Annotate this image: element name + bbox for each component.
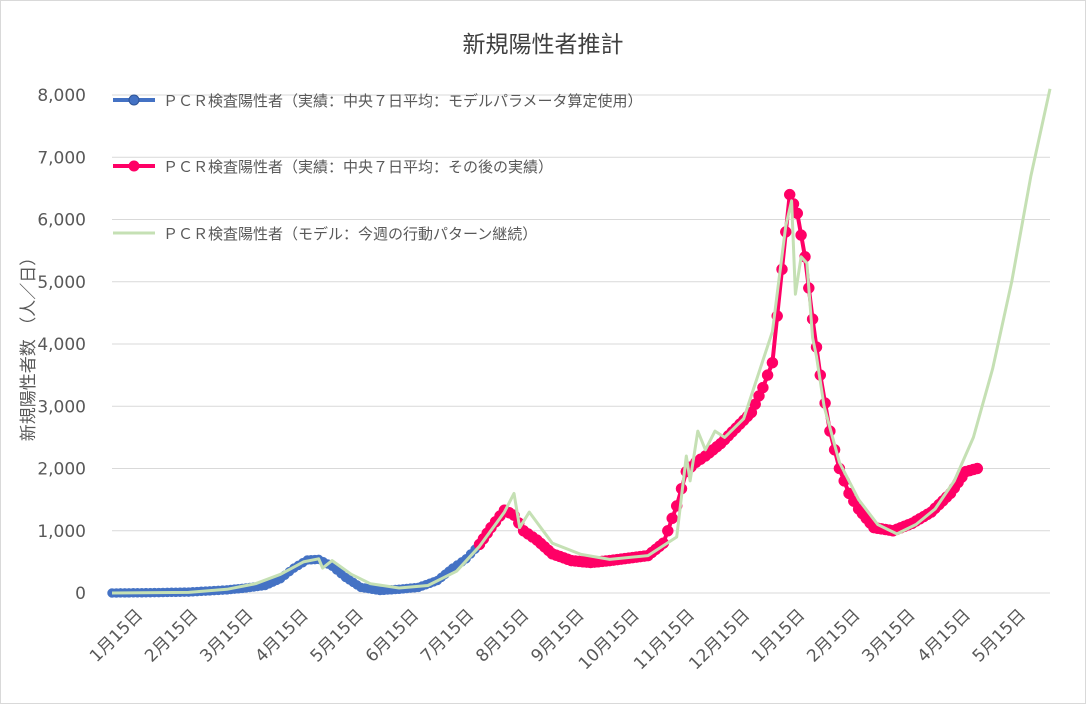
y-tick-label: 2,000 [37,460,86,480]
legend: ＰＣＲ検査陽性者（実績：中央７日平均：モデルパラメータ算定使用） ＰＣＲ検査陽性者… [113,92,643,243]
x-tick-label: 1月15日 [86,605,147,666]
chart-title: 新規陽性者推計 [463,32,624,58]
legend-entry: ＰＣＲ検査陽性者（実績：中央７日平均：その後の実績） [113,158,553,176]
data-point [766,356,779,369]
data-point [971,462,984,475]
legend-entry: ＰＣＲ検査陽性者（実績：中央７日平均：モデルパラメータ算定使用） [113,92,643,110]
x-tick-label: 4月15日 [914,605,975,666]
data-point [666,512,678,525]
y-tick-label: 3,000 [37,397,86,417]
y-tick-label: 1,000 [37,522,86,542]
gridlines [112,94,1050,594]
x-tick-label: 2月15日 [803,605,864,666]
y-tick-label: 8,000 [37,86,86,106]
x-tick-label: 5月15日 [307,605,368,666]
y-tick-label: 7,000 [37,148,86,168]
data-point [757,381,769,394]
legend-entry: ＰＣＲ検査陽性者（モデル：今週の行動パターン継続） [113,225,537,243]
data-point [662,525,674,537]
y-tick-label: 0 [75,584,86,604]
x-tick-label: 1月15日 [748,605,809,666]
y-tick-labels: 0 1,000 2,000 3,000 4,000 5,000 6,000 7,000 8,00… [37,86,86,604]
series-line [111,88,1052,595]
series-blue [107,539,485,598]
y-axis-label: 新規陽性者数 （人／日） [19,249,39,441]
x-tick-label: 4月15日 [252,605,313,666]
series-layer [107,88,1052,598]
x-tick-label: 2月15日 [141,605,202,666]
legend-label: ＰＣＲ検査陽性者（実績：中央７日平均：その後の実績） [163,158,553,176]
x-tick-label: 7月15日 [417,605,478,666]
legend-label: ＰＣＲ検査陽性者（モデル：今週の行動パターン継続） [163,225,537,243]
data-point [761,369,774,381]
legend-swatch-marker [128,94,140,106]
series-green [111,88,1052,595]
y-tick-label: 5,000 [37,273,86,293]
x-tick-label: 12月15日 [685,605,754,674]
legend-swatch-marker [128,160,140,172]
x-tick-label: 8月15日 [472,605,533,666]
data-point [795,229,807,241]
x-tick-label: 6月15日 [362,605,423,666]
y-tick-label: 6,000 [37,211,86,231]
series-pink [473,188,984,569]
x-tick-label: 5月15日 [969,605,1030,666]
x-tick-labels: 1月15日2月15日3月15日4月15日5月15日6月15日7月15日8月15日… [86,605,1030,674]
x-tick-label: 3月15日 [196,605,257,666]
legend-label: ＰＣＲ検査陽性者（実績：中央７日平均：モデルパラメータ算定使用） [163,92,643,110]
x-tick-label: 3月15日 [858,605,919,666]
y-tick-label: 4,000 [37,335,86,355]
series-line [477,192,978,565]
